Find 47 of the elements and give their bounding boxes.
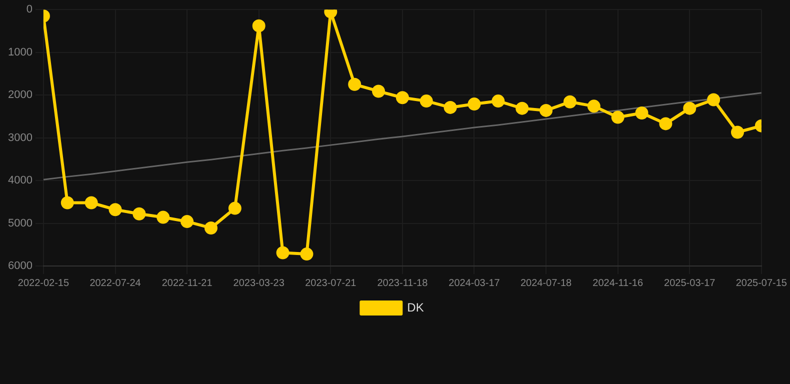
y-tick-label: 1000 <box>8 46 32 58</box>
point <box>707 93 720 106</box>
point <box>348 78 362 91</box>
x-tick-label: 2022-07-24 <box>90 278 142 289</box>
x-tick-label: 2025-03-17 <box>664 278 716 289</box>
x-tick-label: 2022-11-21 <box>162 278 213 289</box>
point <box>563 95 576 108</box>
x-tick-label: 2023-03-23 <box>233 278 285 289</box>
point <box>730 126 744 139</box>
point <box>300 248 314 261</box>
x-tick-label: 2025-07-15 <box>736 278 788 289</box>
x-tick-label: 2024-03-17 <box>448 278 500 289</box>
point <box>540 104 553 117</box>
point <box>659 117 672 130</box>
y-tick-label: 2000 <box>8 89 32 102</box>
y-tick-label: 5000 <box>8 217 32 230</box>
point <box>156 210 170 224</box>
point <box>276 246 290 260</box>
y-tick-label: 4000 <box>8 174 32 187</box>
point <box>204 221 218 234</box>
point <box>420 94 433 108</box>
point <box>468 98 481 111</box>
point <box>587 100 600 113</box>
point <box>396 91 409 104</box>
x-tick-label: 2023-11-18 <box>377 278 428 289</box>
x-tick-label: 2024-11-16 <box>592 278 644 289</box>
point <box>252 19 266 32</box>
y-tick-label: 3000 <box>8 132 32 144</box>
x-tick-label: 2023-07-21 <box>305 278 357 289</box>
x-tick-label: 2024-07-18 <box>520 278 572 289</box>
point <box>611 110 624 124</box>
point <box>635 106 648 120</box>
point <box>108 203 122 216</box>
x-tick-label: 2022-02-15 <box>18 278 70 289</box>
point <box>228 202 242 215</box>
point <box>444 100 457 114</box>
point <box>180 215 194 228</box>
point <box>683 102 696 115</box>
legend-label: DK <box>407 300 424 314</box>
point <box>516 102 529 115</box>
point <box>492 94 505 108</box>
point <box>60 196 74 210</box>
y-tick-label: 6000 <box>8 260 32 272</box>
point <box>372 84 386 98</box>
point <box>84 196 98 210</box>
y-tick-label: 0 <box>26 4 32 16</box>
point <box>132 207 146 220</box>
